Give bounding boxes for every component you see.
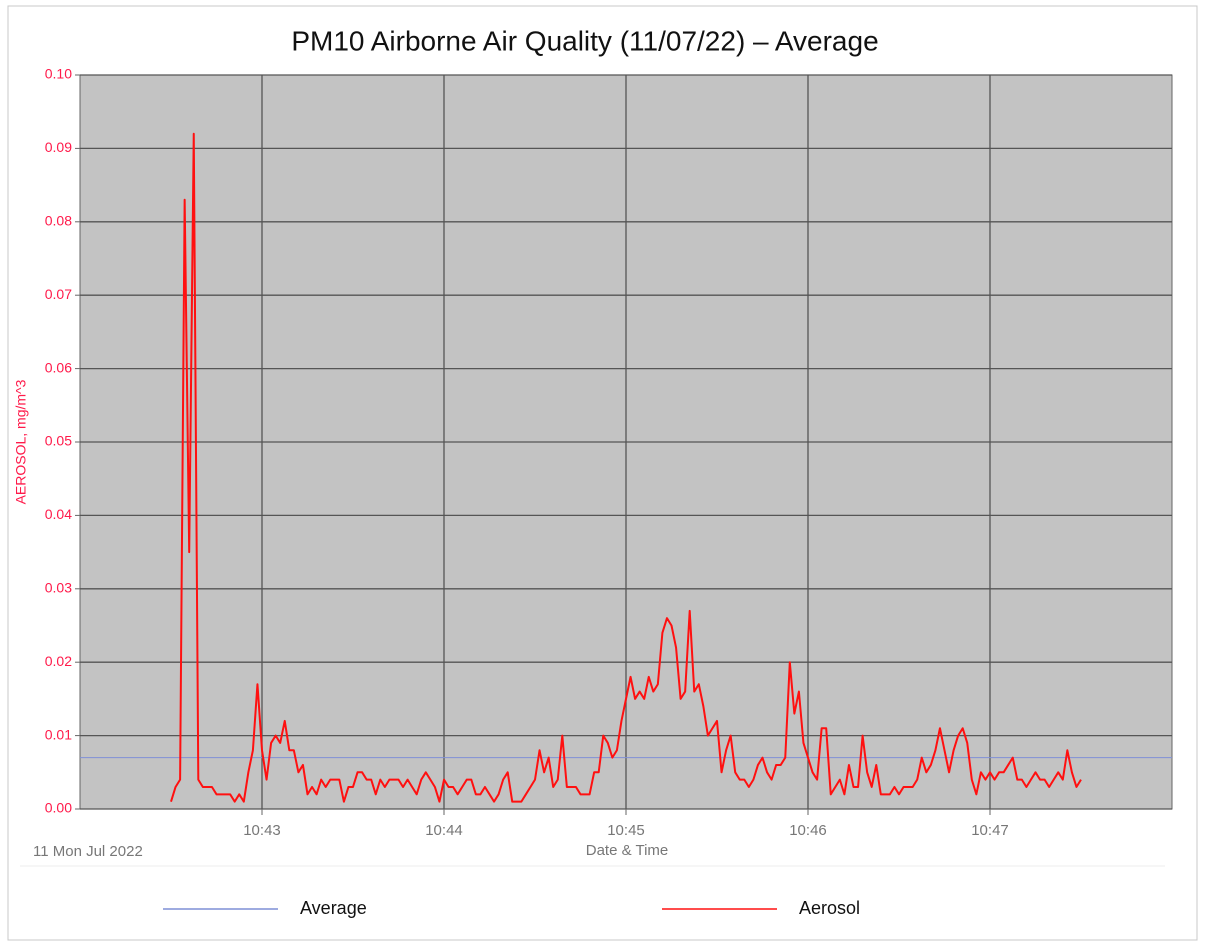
y-tick-label: 0.08: [45, 213, 72, 229]
x-tick-label: 10:47: [971, 822, 1009, 839]
y-tick-label: 0.04: [45, 506, 72, 522]
x-axis-label: Date & Time: [586, 842, 669, 859]
y-tick-label: 0.07: [45, 286, 72, 302]
date-label: 11 Mon Jul 2022: [33, 843, 143, 860]
y-tick-label: 0.10: [45, 66, 72, 82]
line-series: [170, 132, 1082, 803]
y-axis-label: AEROSOL, mg/m^3: [13, 379, 29, 504]
y-tick-label: 0.01: [45, 726, 72, 742]
y-tick-label: 0.03: [45, 580, 72, 596]
chart-title: PM10 Airborne Air Quality (11/07/22) – A…: [291, 25, 878, 56]
x-tick-label: 10:46: [789, 822, 827, 839]
y-tick-label: 0.05: [45, 433, 72, 449]
legend-label: Average: [300, 898, 367, 918]
x-tick-label: 10:45: [607, 822, 645, 839]
y-tick-label: 0.00: [45, 800, 72, 816]
y-tick-label: 0.09: [45, 139, 72, 155]
x-tick-label: 10:43: [243, 822, 281, 839]
y-tick-label: 0.06: [45, 359, 72, 375]
legend-label: Aerosol: [799, 898, 860, 918]
y-tick-label: 0.02: [45, 653, 72, 669]
x-tick-label: 10:44: [425, 822, 463, 839]
